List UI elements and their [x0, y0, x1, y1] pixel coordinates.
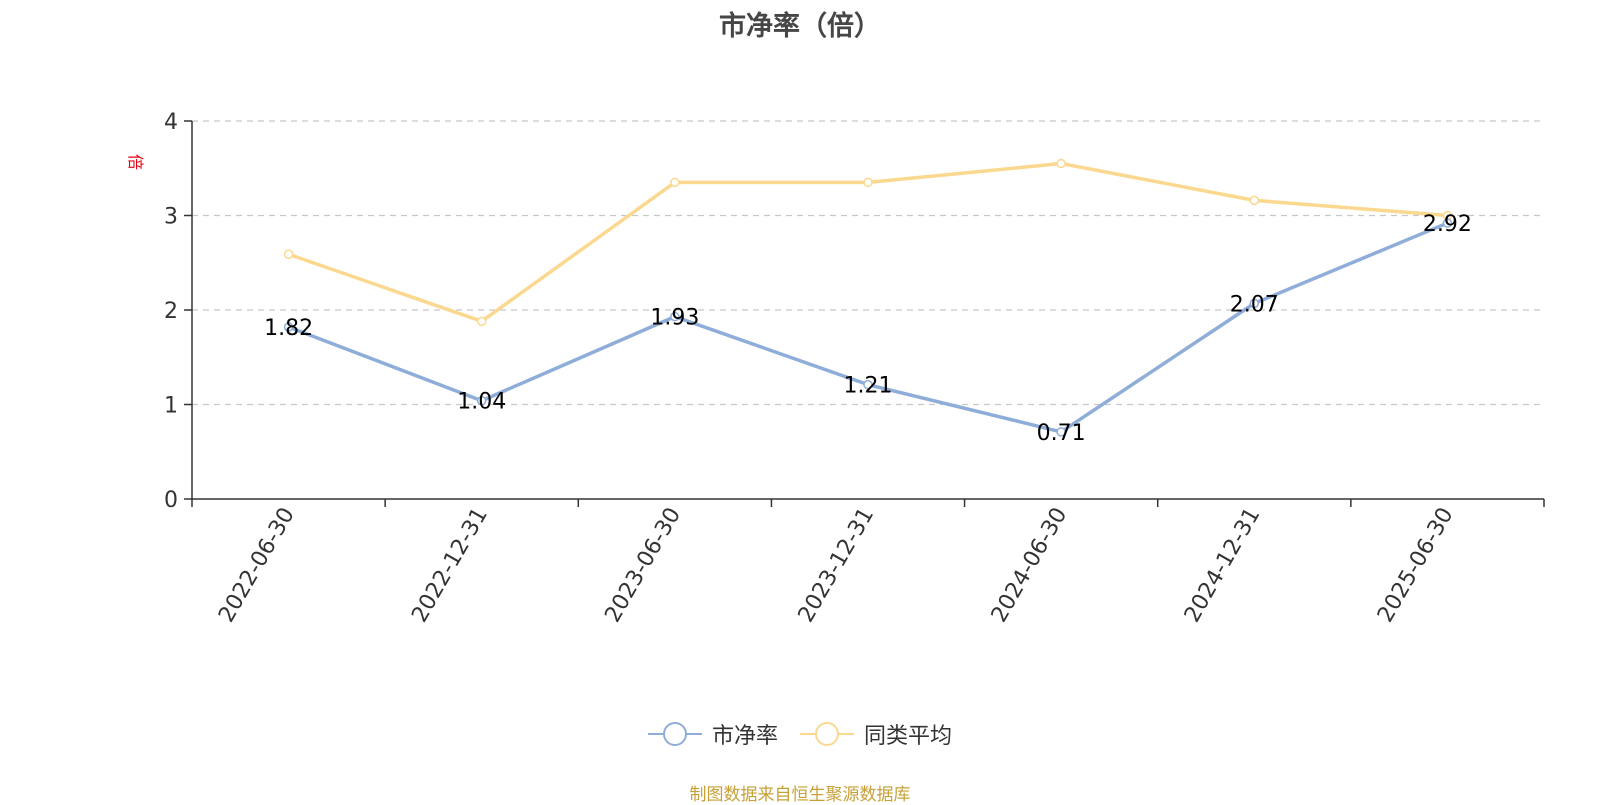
data-point-1 [283, 249, 294, 259]
data-point-0 [863, 379, 873, 390]
data-label: 1.93 [650, 306, 699, 331]
legend-label-peer-avg: 同类平均 [864, 724, 953, 749]
axes: 0 1 2 3 4 2022-06-30 2022-12-31 2023-06-30 2023-… [164, 110, 1545, 627]
legend: 市净率 同类平均 [0, 718, 1600, 750]
data-point-1 [476, 316, 487, 327]
y-tick-label: 1 [164, 394, 178, 419]
data-point-1 [863, 177, 873, 188]
legend-item-peer-avg[interactable]: 同类平均 [800, 718, 952, 750]
data-label: 2.92 [1423, 212, 1472, 237]
legend-item-pb[interactable]: 市净率 [647, 718, 778, 750]
legend-label-pb: 市净率 [711, 724, 778, 749]
data-point-0 [476, 395, 487, 406]
x-tick-label: 2024-12-31 [1180, 504, 1266, 627]
source-note: 制图数据来自恒生聚源数据库 [689, 785, 911, 805]
data-label: 1.82 [264, 316, 313, 341]
grid-lines [192, 120, 1544, 406]
y-tick-label: 0 [164, 488, 178, 513]
data-label: 0.71 [1037, 421, 1086, 446]
data-point-1 [1056, 158, 1066, 169]
y-axis-label: 倍 [126, 154, 145, 170]
data-label: 2.07 [1230, 292, 1279, 317]
y-tick-label: 4 [164, 110, 178, 135]
x-tick-label: 2024-06-30 [987, 504, 1073, 627]
data-point-0 [670, 311, 680, 322]
y-tick-label: 3 [164, 205, 178, 230]
legend-swatch-pb-icon [647, 722, 702, 746]
data-point-0 [1249, 298, 1260, 309]
x-tick-label: 2023-06-30 [600, 504, 686, 627]
data-point-0 [1442, 218, 1453, 228]
y-tick-label: 2 [164, 299, 178, 324]
data-point-1 [670, 177, 680, 188]
x-tick-label: 2023-12-31 [794, 504, 880, 627]
data-labels: 1.82 1.04 1.93 1.21 0.71 2.07 2.92 [264, 212, 1472, 446]
x-tick-label: 2022-06-30 [214, 504, 300, 627]
x-tick-label: 2025-06-30 [1373, 504, 1459, 627]
legend-swatch-peer-avg-icon [800, 722, 854, 746]
data-label: 1.21 [844, 374, 893, 399]
data-point-0 [283, 322, 294, 332]
data-point-0 [1056, 427, 1066, 437]
x-tick-label: 2022-12-31 [407, 504, 493, 627]
data-point-1 [1249, 195, 1260, 206]
series [283, 158, 1453, 437]
data-label: 1.04 [457, 390, 506, 415]
chart-title: 市净率（倍） [719, 11, 881, 42]
